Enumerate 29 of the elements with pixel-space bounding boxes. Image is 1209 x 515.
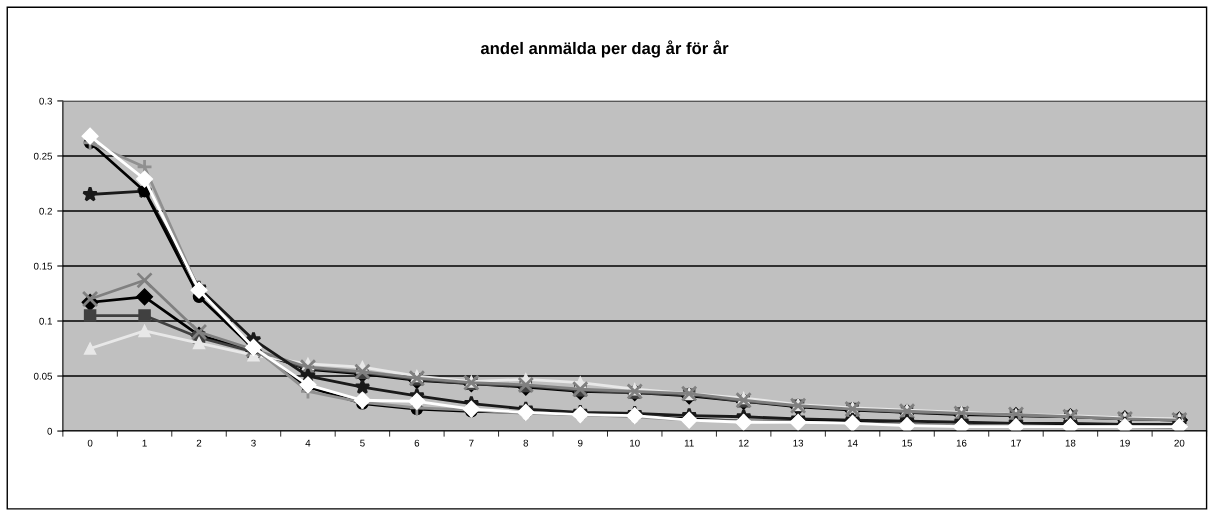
x-tick-label: 9 <box>578 439 583 447</box>
x-tick-label: 5 <box>360 439 365 447</box>
x-tick-label: 12 <box>738 439 749 447</box>
x-tick-label: 6 <box>414 439 420 447</box>
x-tick-label: 14 <box>847 439 858 447</box>
y-tick-label: 0.3 <box>39 97 53 105</box>
chart-title: andel anmälda per dag år för år <box>480 40 729 58</box>
x-tick-label: 20 <box>1174 439 1185 447</box>
x-tick-label: 7 <box>469 439 474 447</box>
x-tick-label: 17 <box>1011 439 1021 447</box>
x-tick-label: 19 <box>1120 439 1130 447</box>
x-tick-label: 8 <box>523 439 529 447</box>
x-tick-label: 16 <box>956 439 967 447</box>
y-tick-label: 0.1 <box>39 317 52 325</box>
x-tick-label: 15 <box>902 439 913 447</box>
y-tick-label: 0 <box>47 427 53 435</box>
x-tick-label: 11 <box>684 439 694 447</box>
x-tick-label: 13 <box>793 439 804 447</box>
x-tick-label: 3 <box>251 439 256 447</box>
x-tick-label: 2 <box>196 439 202 447</box>
y-tick-label: 0.2 <box>39 207 52 215</box>
y-tick-label: 0.25 <box>33 152 53 160</box>
x-tick-label: 4 <box>305 439 311 447</box>
x-tick-label: 18 <box>1065 439 1076 447</box>
x-tick-label: 0 <box>87 439 93 447</box>
y-tick-label: 0.15 <box>33 262 53 270</box>
x-tick-label: 10 <box>630 439 640 447</box>
y-tick-label: 0.05 <box>33 372 53 380</box>
x-tick-label: 1 <box>142 439 147 447</box>
